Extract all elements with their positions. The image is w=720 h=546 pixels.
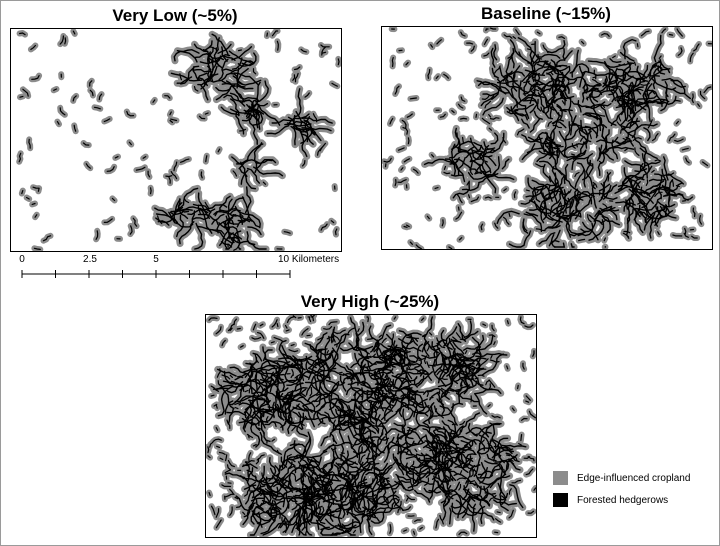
legend-item-hedgerows: Forested hedgerows — [553, 492, 690, 508]
panel-title-very-high: Very High (~25%) — [300, 292, 440, 311]
scale-label-5: 5 — [153, 254, 159, 265]
scale-label-10-kilometers: 10 Kilometers — [278, 254, 340, 265]
hedgerow-map-very-low — [16, 29, 341, 251]
forested-hedgerows-layer — [18, 30, 340, 251]
map-panel-very-high — [205, 314, 537, 538]
legend-label-cropland: Edge-influenced cropland — [577, 472, 691, 484]
forested-hedgerows-layer — [207, 315, 536, 536]
scale-label-0: 0 — [19, 254, 25, 265]
forested-hedgerows-layer — [383, 27, 712, 249]
panel-title-baseline: Baseline (~15%) — [481, 4, 611, 23]
legend: Edge-influenced cropland Forested hedger… — [553, 470, 690, 514]
legend-item-cropland: Edge-influenced cropland — [553, 470, 690, 486]
legend-swatch-hedgerows — [553, 493, 568, 507]
scale-bar: 0 2.5 5 10 Kilometers — [14, 254, 354, 288]
edge-influenced-cropland-layer — [16, 29, 341, 251]
scale-label-2-5: 2.5 — [83, 254, 97, 265]
map-panel-very-low — [10, 28, 342, 252]
hedgerow-map-very-high — [206, 315, 536, 537]
hedgerow-map-baseline — [382, 27, 712, 249]
panel-title-very-low: Very Low (~5%) — [112, 6, 238, 25]
scale-bar-graphic — [21, 270, 291, 278]
map-panel-baseline — [381, 26, 713, 250]
legend-label-hedgerows: Forested hedgerows — [577, 494, 669, 506]
legend-swatch-cropland — [553, 471, 568, 485]
